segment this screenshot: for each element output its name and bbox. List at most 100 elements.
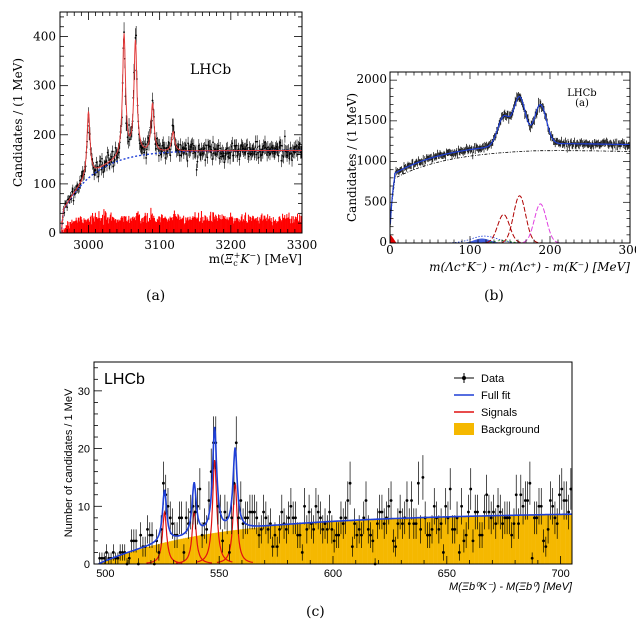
wrong-sign-bin: [237, 218, 239, 233]
wrong-sign-bin: [67, 221, 69, 233]
background-bin: [524, 515, 527, 564]
wrong-sign-bin: [188, 220, 190, 233]
data-point: [94, 169, 97, 171]
data-point: [380, 510, 384, 514]
data-point: [228, 551, 231, 554]
lhcb-watermark: LHCb: [190, 62, 231, 78]
data-point: [269, 522, 272, 525]
data-point: [148, 533, 152, 537]
wrong-sign-bin: [151, 214, 153, 233]
background-bin: [162, 542, 165, 564]
caption-a: (a): [146, 288, 166, 304]
y-tick-label: 0: [84, 559, 90, 571]
data-point: [337, 533, 341, 537]
wrong-sign-bin: [213, 216, 215, 233]
wrong-sign-bin: [118, 219, 120, 233]
wrong-sign-bin: [176, 216, 178, 233]
wrong-sign-bin: [284, 219, 286, 233]
data-point: [123, 31, 125, 34]
wrong-sign-bin: [158, 216, 160, 233]
wrong-sign-bin: [254, 219, 256, 233]
wrong-sign-bin: [106, 219, 108, 233]
data-point: [284, 527, 288, 531]
wrong-sign-bin: [70, 223, 72, 233]
data-point: [316, 510, 320, 514]
wrong-sign-bin: [209, 215, 211, 233]
data-point: [414, 522, 418, 525]
wrong-sign-bin: [292, 216, 294, 233]
wrong-sign-bin: [99, 217, 101, 233]
background-bin: [565, 514, 568, 564]
wrong-sign-bin: [268, 218, 270, 233]
background-bin: [150, 545, 154, 564]
wrong-sign-bin: [214, 219, 216, 233]
background-bin: [248, 528, 252, 564]
background-bin: [285, 524, 288, 564]
data-point: [246, 516, 250, 520]
wrong-sign-bin: [86, 219, 88, 233]
wrong-sign-bin: [100, 218, 102, 233]
wrong-sign-bin: [252, 216, 254, 233]
data-point: [212, 141, 214, 144]
wrong-sign-bin: [160, 217, 162, 233]
wrong-sign-bin: [71, 219, 73, 233]
data-point: [426, 533, 429, 537]
wrong-sign-bin: [274, 219, 276, 233]
data-point: [144, 143, 147, 146]
feed-down-envelope: [445, 235, 523, 244]
wrong-sign-bin: [196, 217, 198, 233]
y-axis-label: Candidates / (1 MeV): [345, 93, 359, 222]
background-bin: [380, 519, 384, 564]
wrong-sign-bin: [248, 219, 250, 233]
data-point: [142, 143, 145, 145]
wrong-sign-bin: [262, 220, 264, 233]
wrong-sign-bin: [127, 219, 129, 233]
wrong-sign-bin: [121, 217, 123, 233]
wrong-sign-bin: [228, 217, 230, 233]
data-point: [533, 516, 536, 520]
data-point: [430, 527, 434, 531]
wrong-sign-bin: [82, 223, 84, 233]
wrong-sign-bin: [132, 216, 134, 233]
wrong-sign-bin: [169, 216, 171, 233]
wrong-sign-bin: [180, 219, 182, 233]
data-point: [535, 516, 539, 520]
data-point: [289, 504, 293, 508]
data-point: [232, 154, 235, 157]
data-point: [562, 499, 566, 502]
data-point: [508, 516, 511, 520]
wrong-sign-bin: [74, 220, 76, 233]
data-point: [476, 510, 479, 514]
background-bin: [189, 536, 193, 564]
wrong-sign-bin: [77, 222, 79, 233]
wrong-sign-bin: [263, 215, 265, 233]
wrong-sign-bin: [81, 219, 83, 233]
data-point: [222, 152, 225, 155]
background-bin: [264, 526, 268, 564]
data-point: [145, 148, 148, 151]
wrong-sign-bin: [236, 217, 238, 233]
data-point: [457, 551, 461, 554]
wrong-sign-bin: [280, 221, 282, 233]
background-bin: [505, 515, 509, 564]
data-point: [223, 161, 226, 164]
background-curve: [60, 149, 302, 234]
y-tick-label: 2000: [356, 72, 387, 86]
x-tick-label: 100: [459, 243, 482, 257]
wrong-sign-bin: [89, 216, 91, 233]
data-point: [195, 168, 198, 171]
wrong-sign-bin: [240, 216, 242, 233]
data-point: [312, 527, 316, 531]
wrong-sign-bin: [96, 217, 98, 233]
background-bin: [433, 517, 436, 564]
data-point: [366, 527, 370, 531]
background-bin: [405, 518, 409, 564]
wrong-sign-bin: [64, 227, 66, 233]
legend-data-marker: [462, 376, 466, 380]
wrong-sign-bin: [72, 222, 74, 233]
background-bin: [485, 515, 488, 564]
background-bin: [460, 516, 463, 564]
wrong-sign-bin: [264, 215, 266, 233]
data-point: [290, 152, 293, 155]
wrong-sign-bin: [195, 217, 197, 233]
